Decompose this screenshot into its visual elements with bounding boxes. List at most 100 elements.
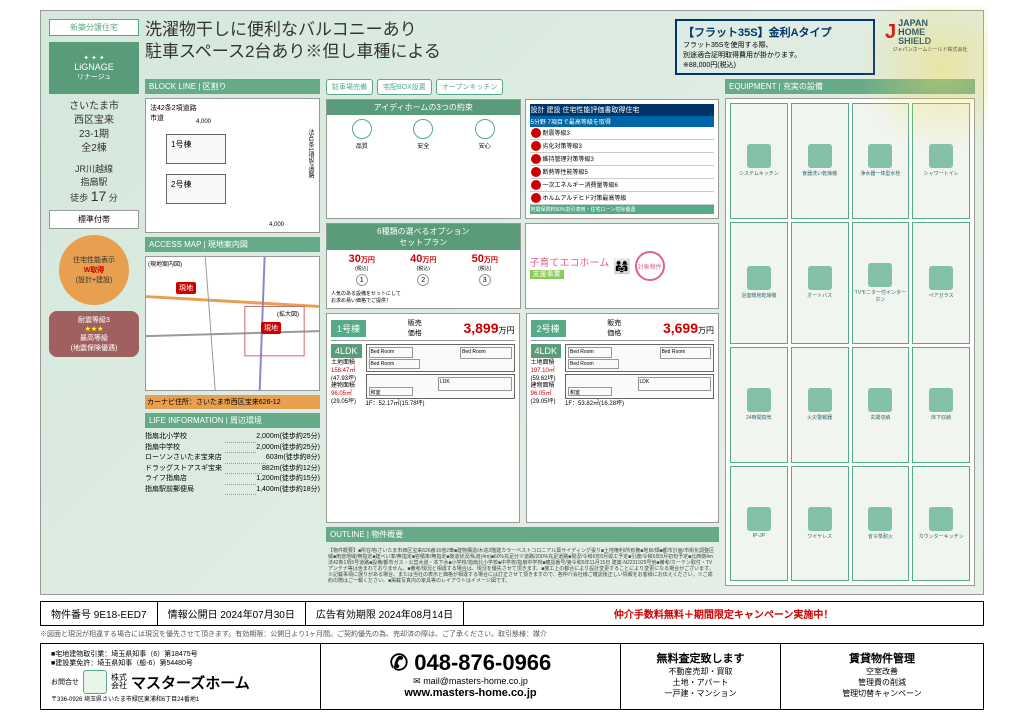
brand-sub: リナージュ bbox=[53, 72, 135, 82]
life-info-row: ローソンさいたま宝来店603m(徒歩約8分) bbox=[145, 453, 320, 464]
equipment-icon bbox=[929, 266, 953, 290]
map-marker: 現地 bbox=[176, 282, 196, 294]
floorplan-card: 2号棟 販売 価格 3,699万円 4LDK 土地面積197.10㎡(59.62… bbox=[526, 313, 720, 523]
option-plan: 50万円(税込)3 bbox=[472, 253, 498, 288]
equipment-icon bbox=[747, 144, 771, 168]
equipment-item: ワイヤレス bbox=[791, 466, 849, 582]
equipment-icon bbox=[868, 263, 892, 287]
cert-row: 断熱等性能等級5 bbox=[530, 166, 715, 179]
promise-box: アイディホームの3つの約束 品質 安全 安心 bbox=[326, 99, 521, 219]
life-info-row: ドラッグストアスギ宝来882m(徒歩約12分) bbox=[145, 464, 320, 475]
equipment-item: 24時間換気 bbox=[730, 347, 788, 463]
equipment-item: IP-JP bbox=[730, 466, 788, 582]
seismic-badge: 耐震等級3 ★★★ 最高等級 (地震保険優遇) bbox=[49, 311, 139, 357]
equipment-icon bbox=[808, 507, 832, 531]
promise-icon bbox=[475, 119, 495, 139]
publish-date: 2024年07月30日 bbox=[220, 610, 295, 621]
sidebar: 新築分譲住宅 ✦ ✦ ✦ LiGNAGE リナージュ さいたま市 西区宝来 23… bbox=[49, 19, 139, 586]
website: www.masters-home.co.jp bbox=[331, 687, 610, 699]
equipment-item: シャワートイレ bbox=[912, 103, 970, 219]
equipment-item: 床下収納 bbox=[912, 347, 970, 463]
disclaimer: ※図面と現況が相違する場合には現況を優先させて頂きます。有効期限：公開日より1ヶ… bbox=[40, 629, 984, 639]
option-box: 6種類の選べるオプション セットプラン 30万円(税込)140万円(税込)250… bbox=[326, 223, 521, 309]
lot-2: 2号棟 bbox=[166, 174, 226, 204]
equipment-grid: システムキッチン食器洗い乾燥機浄水器一体型水栓シャワートイレ浴室暖房乾燥機オート… bbox=[725, 98, 975, 586]
equipment-icon bbox=[929, 507, 953, 531]
eco-home-box: 子育てエコホーム 支援事業 👨‍👩‍👧 対象物件 bbox=[525, 223, 720, 309]
footer: ■宅地建物取引業：埼玉県知事（6）第18475号 ■建設業免許：埼玉県知事（般-… bbox=[40, 643, 984, 710]
navi-address: カーナビ住所：さいたま市西区宝来626-12 bbox=[145, 395, 320, 409]
equipment-header: EQUIPMENT | 充実の設備 bbox=[725, 79, 975, 94]
life-info-list: 指扇北小学校2,000m(徒歩約25分)指扇中学校2,000m(徒歩約25分)ロ… bbox=[145, 432, 320, 495]
equipment-icon bbox=[868, 507, 892, 531]
option-plan: 30万円(税込)1 bbox=[349, 253, 375, 288]
outline-text: 【物件概要】■所在地/さいたま市西区宝来626番16他2筆■建物構造/木造2階建… bbox=[326, 546, 719, 586]
campaign-text: 仲介手数料無料＋期間限定キャンペーン実施中！ bbox=[464, 602, 983, 625]
cert-row: 一次エネルギー消費量等級6 bbox=[530, 179, 715, 192]
main-content: 洗濯物干しに便利なバルコニーあり 駐車スペース2台あり※但し車種による 【フラッ… bbox=[145, 19, 975, 586]
equipment-item: TVモニター付インターホン bbox=[852, 222, 910, 345]
jhs-logo: J JAPAN HOME SHIELD ジャパンホームシールド株式会社 bbox=[885, 19, 975, 53]
equipment-item: 食器洗い乾燥機 bbox=[791, 103, 849, 219]
equipment-icon bbox=[929, 388, 953, 412]
property-number: 9E18-EED7 bbox=[94, 610, 147, 621]
equipment-item: 玄関収納 bbox=[852, 347, 910, 463]
block-header: BLOCK LINE | 区割り bbox=[145, 79, 320, 94]
cert-row: 耐震等級3 bbox=[530, 127, 715, 140]
equipment-icon bbox=[808, 266, 832, 290]
phone-icon bbox=[390, 650, 408, 675]
std-equip-box: 標準付帯 bbox=[49, 210, 139, 229]
headline: 洗濯物干しに便利なバルコニーあり 駐車スペース2台あり※但し車種による bbox=[145, 19, 665, 63]
company-address: 〒336-0926 埼玉県さいたま市緑区東浦和6丁目24番地1 bbox=[51, 694, 310, 703]
feature-tag: オープンキッチン bbox=[436, 79, 504, 95]
equipment-icon bbox=[747, 266, 771, 290]
performance-badge: 住宅性能表示 W取得 (設計+建設) bbox=[59, 235, 129, 305]
company-logo-icon bbox=[83, 670, 107, 694]
access-map: (現地案内図) 現地 現地 (拡大図) bbox=[145, 256, 320, 391]
promise-icon bbox=[413, 119, 433, 139]
info-bar: 物件番号 9E18-EED7 情報公開日 2024年07月30日 広告有効期限 … bbox=[40, 601, 984, 626]
equipment-item: 浴室暖房乾燥機 bbox=[730, 222, 788, 345]
feature-tag: 駐車場完備 bbox=[326, 79, 373, 95]
promise-icon bbox=[352, 119, 372, 139]
feature-tag: 宅配BOX設置 bbox=[377, 79, 432, 95]
equipment-icon bbox=[808, 388, 832, 412]
equipment-icon bbox=[808, 144, 832, 168]
feature-tags: 駐車場完備宅配BOX設置オープンキッチン bbox=[326, 79, 719, 95]
equipment-item: オートバス bbox=[791, 222, 849, 345]
equipment-icon bbox=[868, 388, 892, 412]
life-info-row: 指扇中学校2,000m(徒歩約25分) bbox=[145, 443, 320, 454]
property-type-tag: 新築分譲住宅 bbox=[49, 19, 139, 36]
life-info-row: ライフ指扇店1,200m(徒歩約15分) bbox=[145, 474, 320, 485]
company-name: マスターズホーム bbox=[131, 672, 250, 693]
life-header: LIFE INFORMATION | 周辺環境 bbox=[145, 413, 320, 428]
cert-row: 維持管理対策等級3 bbox=[530, 153, 715, 166]
phone-number: 048-876-0966 bbox=[331, 650, 610, 676]
brand-logo: ✦ ✦ ✦ LiGNAGE リナージュ bbox=[49, 42, 139, 94]
floorplan-card: 1号棟 販売 価格 3,899万円 4LDK 土地面積158.47㎡(47.93… bbox=[326, 313, 520, 523]
option-plan: 40万円(税込)2 bbox=[410, 253, 436, 288]
equipment-item: カウンターキッチン bbox=[912, 466, 970, 582]
equipment-item: システムキッチン bbox=[730, 103, 788, 219]
cert-row: ホルムアルデヒド対策最高等級 bbox=[530, 192, 715, 205]
life-info-row: 指扇駅前郵便局1,400m(徒歩約18分) bbox=[145, 485, 320, 496]
equipment-item: 浄水器一体型水栓 bbox=[852, 103, 910, 219]
brand-name: LiGNAGE bbox=[53, 62, 135, 72]
flyer-main: 新築分譲住宅 ✦ ✦ ✦ LiGNAGE リナージュ さいたま市 西区宝来 23… bbox=[40, 10, 984, 595]
map-marker-2: 現地 bbox=[261, 322, 281, 334]
block-plan-diagram: 法42条2項道路 市道 4,000 1号棟 2号棟 法42条1項5号道路 4,0… bbox=[145, 98, 320, 233]
station-info: JR川越線 指扇駅 徒歩 17 分 bbox=[49, 162, 139, 204]
access-header: ACCESS MAP | 現地案内図 bbox=[145, 237, 320, 252]
floorplans: 1号棟 販売 価格 3,899万円 4LDK 土地面積158.47㎡(47.93… bbox=[326, 313, 719, 523]
equipment-icon bbox=[929, 144, 953, 168]
lot-1: 1号棟 bbox=[166, 134, 226, 164]
email: ✉ mail@masters-home.co.jp bbox=[331, 676, 610, 687]
cert-row: 劣化対策等級3 bbox=[530, 140, 715, 153]
location-text: さいたま市 西区宝来 23-1期 全2棟 bbox=[49, 100, 139, 156]
outline-header: OUTLINE | 物件概要 bbox=[326, 527, 719, 542]
equipment-item: 省令準耐火 bbox=[852, 466, 910, 582]
life-info-row: 指扇北小学校2,000m(徒歩約25分) bbox=[145, 432, 320, 443]
equipment-icon bbox=[747, 507, 771, 531]
equipment-icon bbox=[868, 144, 892, 168]
equipment-icon bbox=[747, 388, 771, 412]
